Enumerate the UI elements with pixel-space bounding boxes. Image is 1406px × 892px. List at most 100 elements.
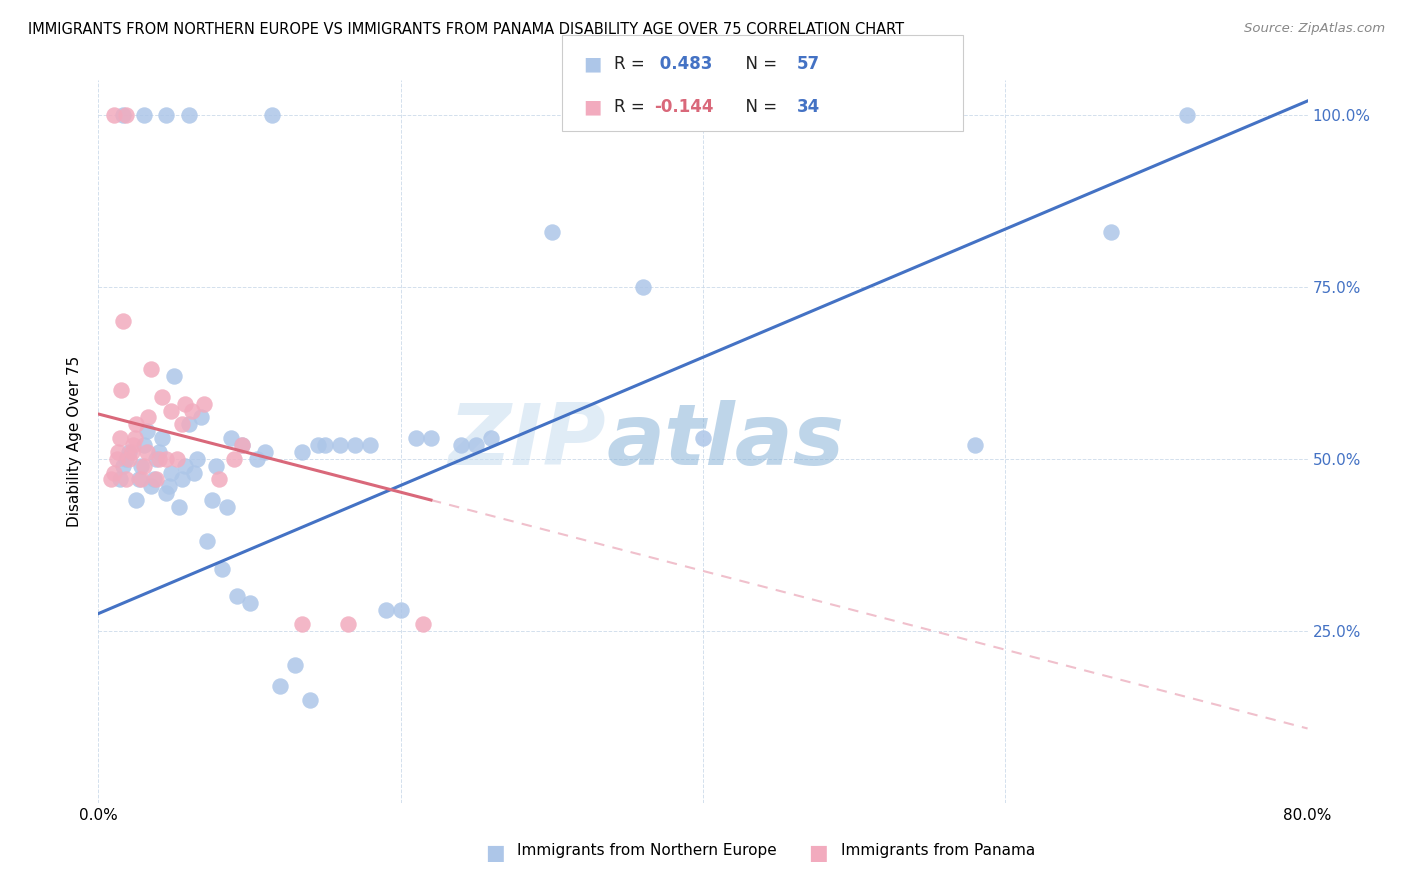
Point — [148, 445, 170, 459]
Point — [215, 500, 238, 514]
Point — [166, 451, 188, 466]
Point — [111, 108, 134, 122]
Text: R =: R = — [614, 54, 651, 73]
Text: R =: R = — [614, 98, 651, 117]
Point — [114, 472, 136, 486]
Point — [239, 596, 262, 610]
Point — [224, 451, 246, 466]
Point — [193, 397, 215, 411]
Point — [129, 458, 152, 473]
Point — [173, 458, 195, 473]
Point — [118, 451, 141, 466]
Point — [211, 562, 233, 576]
Point — [141, 362, 163, 376]
Point — [183, 466, 205, 480]
Point — [329, 438, 352, 452]
Point — [143, 472, 166, 486]
Point — [190, 410, 212, 425]
Point — [291, 616, 314, 631]
Point — [145, 472, 167, 486]
Point — [205, 458, 228, 473]
Point — [108, 431, 131, 445]
Point — [103, 108, 125, 122]
Point — [125, 493, 148, 508]
Text: ■: ■ — [485, 844, 505, 863]
Point — [692, 431, 714, 445]
Point — [132, 458, 155, 473]
Point — [141, 479, 163, 493]
Point — [135, 445, 157, 459]
Point — [132, 438, 155, 452]
Point — [105, 451, 128, 466]
Point — [450, 438, 472, 452]
Point — [145, 451, 167, 466]
Text: atlas: atlas — [606, 400, 845, 483]
Point — [262, 108, 284, 122]
Point — [253, 445, 276, 459]
Point — [163, 369, 186, 384]
Point — [631, 108, 654, 122]
Point — [107, 445, 129, 459]
Point — [100, 472, 122, 486]
Text: ■: ■ — [583, 54, 602, 73]
Point — [155, 108, 177, 122]
Point — [155, 486, 177, 500]
Point — [307, 438, 329, 452]
Point — [129, 472, 152, 486]
Text: ZIP: ZIP — [449, 400, 606, 483]
Point — [246, 451, 269, 466]
Text: -0.144: -0.144 — [654, 98, 713, 117]
Point — [118, 445, 141, 459]
Text: ■: ■ — [808, 844, 828, 863]
Text: IMMIGRANTS FROM NORTHERN EUROPE VS IMMIGRANTS FROM PANAMA DISABILITY AGE OVER 75: IMMIGRANTS FROM NORTHERN EUROPE VS IMMIG… — [28, 22, 904, 37]
Point — [110, 383, 132, 397]
Point — [299, 692, 322, 706]
Point — [148, 451, 170, 466]
Point — [374, 603, 396, 617]
Point — [360, 438, 382, 452]
Point — [631, 279, 654, 293]
Point — [167, 500, 190, 514]
Point — [389, 603, 412, 617]
Point — [125, 417, 148, 432]
Text: N =: N = — [735, 98, 783, 117]
Point — [1175, 108, 1198, 122]
Point — [405, 431, 427, 445]
Point — [420, 431, 443, 445]
Point — [114, 108, 136, 122]
Point — [135, 424, 157, 438]
Point — [1099, 225, 1122, 239]
Point — [103, 466, 125, 480]
Point — [111, 314, 134, 328]
Point — [201, 493, 224, 508]
Point — [231, 438, 253, 452]
Point — [226, 590, 249, 604]
Point — [170, 472, 193, 486]
Point — [336, 616, 359, 631]
Point — [181, 403, 204, 417]
Point — [179, 108, 201, 122]
Point — [124, 431, 146, 445]
Point — [132, 108, 155, 122]
Text: Source: ZipAtlas.com: Source: ZipAtlas.com — [1244, 22, 1385, 36]
Point — [122, 438, 145, 452]
Point — [291, 445, 314, 459]
Point — [221, 431, 243, 445]
Point — [231, 438, 253, 452]
Point — [160, 403, 183, 417]
Point — [136, 410, 159, 425]
Text: 57: 57 — [797, 54, 820, 73]
Text: 0.483: 0.483 — [654, 54, 713, 73]
Text: N =: N = — [735, 54, 783, 73]
Text: 34: 34 — [797, 98, 821, 117]
Point — [481, 431, 503, 445]
Text: Immigrants from Panama: Immigrants from Panama — [841, 843, 1035, 858]
Point — [186, 451, 208, 466]
Point — [108, 472, 131, 486]
Point — [155, 451, 177, 466]
Point — [344, 438, 367, 452]
Point — [195, 534, 218, 549]
Point — [965, 438, 987, 452]
Point — [150, 431, 173, 445]
Point — [269, 679, 291, 693]
